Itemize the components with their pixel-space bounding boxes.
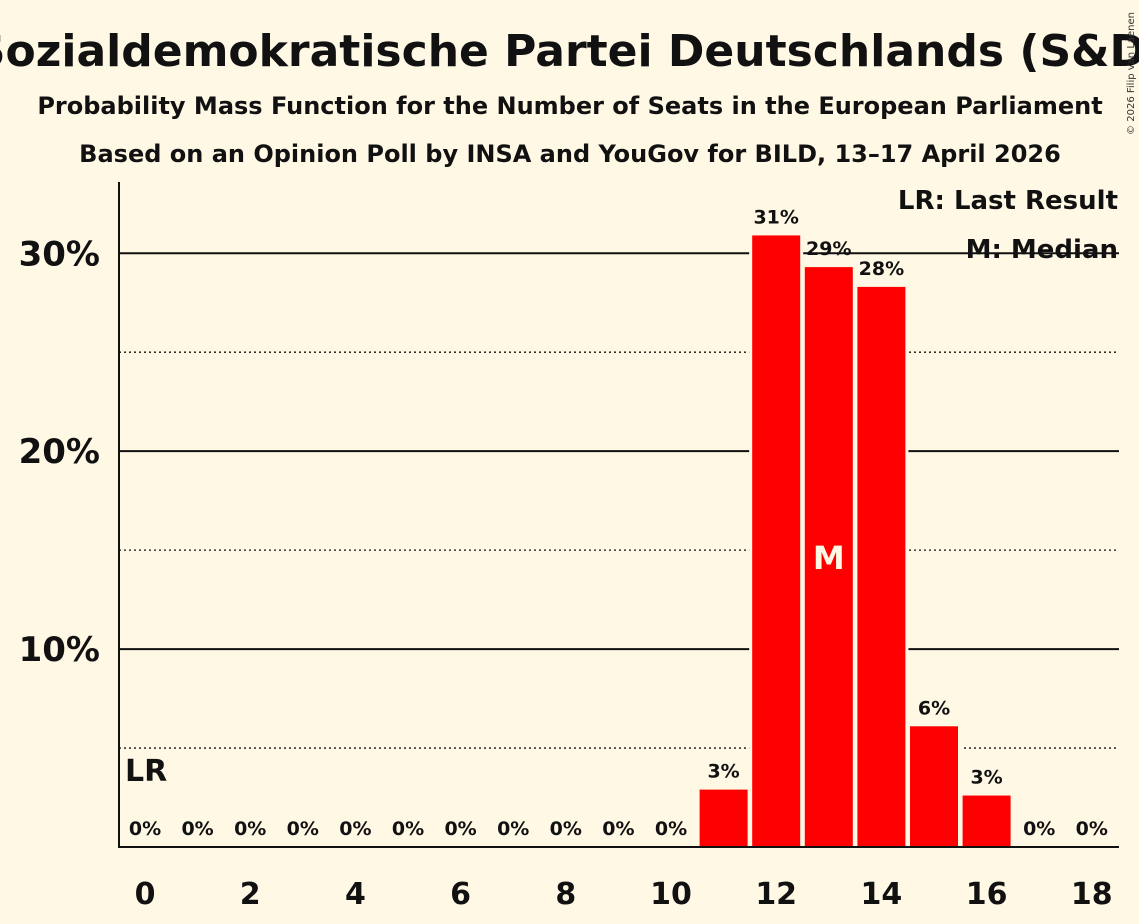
x-tick-label-6: 6 <box>450 877 471 912</box>
x-tick-label-18: 18 <box>1071 877 1113 912</box>
legend-median: M: Median <box>966 235 1118 265</box>
bar-value-label-1: 0% <box>181 818 213 840</box>
y-tick-label-10: 10% <box>19 630 100 670</box>
bar-value-label-6: 0% <box>444 818 476 840</box>
y-tick-label-20: 20% <box>19 432 100 472</box>
x-tick-label-10: 10 <box>650 877 692 912</box>
bar-value-label-17: 0% <box>1023 818 1055 840</box>
bar-value-label-12: 31% <box>753 206 798 228</box>
x-tick-label-4: 4 <box>345 877 366 912</box>
legend-last-result: LR: Last Result <box>898 186 1118 216</box>
bar-seat-15 <box>910 726 958 847</box>
bar-value-label-8: 0% <box>550 818 582 840</box>
y-tick-label-30: 30% <box>19 234 100 274</box>
bar-value-label-3: 0% <box>287 818 319 840</box>
median-marker: M <box>813 539 845 577</box>
bar-value-label-11: 3% <box>707 761 739 783</box>
bar-value-label-7: 0% <box>497 818 529 840</box>
bar-value-label-0: 0% <box>129 818 161 840</box>
bar-value-label-14: 28% <box>859 258 904 280</box>
bar-value-label-4: 0% <box>339 818 371 840</box>
chart-subtitle-poll: Based on an Opinion Poll by INSA and You… <box>79 140 1061 168</box>
copyright-note: © 2026 Filip van Laenen <box>1126 12 1137 135</box>
bar-value-label-10: 0% <box>655 818 687 840</box>
gridlines <box>119 252 1119 749</box>
bar-seat-16 <box>962 795 1011 847</box>
bar-value-label-5: 0% <box>392 818 424 840</box>
bar-seat-13 <box>804 267 853 848</box>
bar-value-label-9: 0% <box>602 818 634 840</box>
x-tick-label-14: 14 <box>861 877 903 912</box>
bar-seat-14 <box>857 286 906 847</box>
x-tick-label-0: 0 <box>135 877 156 912</box>
chart-subtitle: Probability Mass Function for the Number… <box>37 92 1102 120</box>
bar-value-label-13: 29% <box>806 238 851 260</box>
last-result-marker: LR <box>125 754 167 789</box>
bar-value-label-2: 0% <box>234 818 266 840</box>
bar-value-label-18: 0% <box>1076 818 1108 840</box>
x-tick-label-16: 16 <box>966 877 1008 912</box>
x-tick-label-2: 2 <box>240 877 261 912</box>
x-tick-label-12: 12 <box>755 877 797 912</box>
bars <box>696 232 1014 848</box>
x-tick-label-8: 8 <box>555 877 576 912</box>
axes: 10% 20% 30% 0 2 4 6 8 10 12 14 16 18 <box>19 182 1119 912</box>
bar-value-label-15: 6% <box>918 697 950 719</box>
data-labels: 0% LR 0% 0% 0% 0% 0% 0% 0% 0% 0% 0% 3% 31% 29% M 28% 6% 3%… <box>125 206 1108 840</box>
bar-seat-12 <box>752 235 801 847</box>
chart-title: Sozialdemokratische Partei Deutschlands … <box>0 26 1139 77</box>
bar-seat-11 <box>699 789 748 847</box>
bar-value-label-16: 3% <box>970 767 1002 789</box>
